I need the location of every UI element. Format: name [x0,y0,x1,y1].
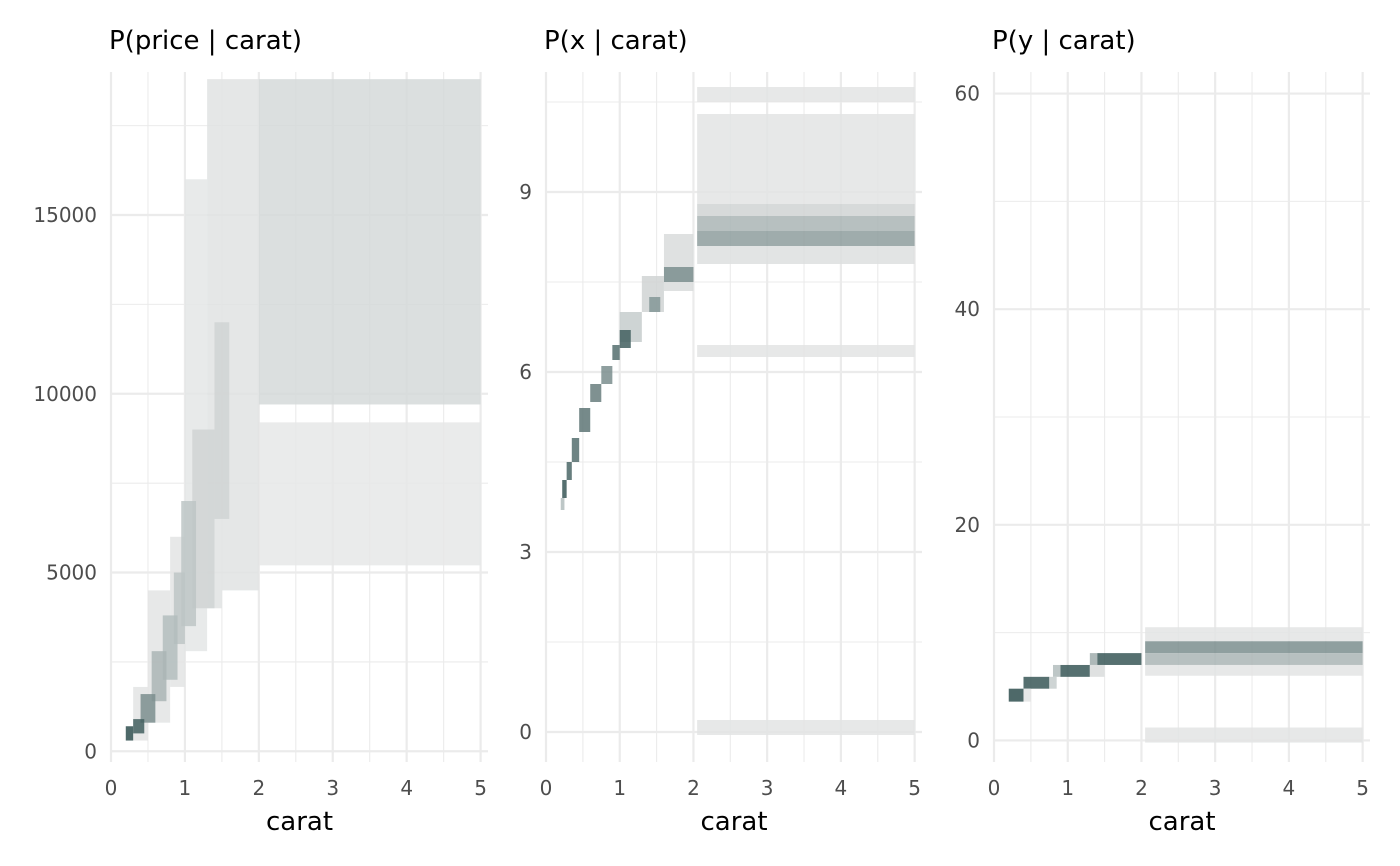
heatmap-cell [125,726,134,741]
x-tick-label: 5 [474,776,487,800]
heatmap-cell [566,462,572,480]
y-tick-label: 0 [84,739,97,763]
y-tick-label: 60 [955,82,980,106]
x-tick-label: 5 [908,776,921,800]
heatmap-cell [1060,664,1090,677]
panel-x: P(x | carat) 0 1 2 3 4 5 0 3 6 9 carat [519,26,922,837]
panel-price: P(price | carat) 0 1 2 3 4 5 0 5000 10000 15000 car… [33,26,488,837]
x-tick-label: 1 [179,776,192,800]
x-tick-label: 4 [1283,776,1296,800]
heatmap-cell [1089,653,1098,665]
y-tick-label: 6 [519,360,532,384]
heatmap-cell [697,246,915,264]
heatmap-cell [697,231,915,246]
y-tick-label: 0 [967,728,980,752]
x-tick-label: 2 [687,776,700,800]
heatmap-cell [258,422,481,566]
y-tick-label: 3 [519,540,532,564]
heatmap-cell [1097,653,1142,665]
heatmap-cell [1145,627,1363,642]
heatmap-cell [697,204,915,216]
x-tick-label: 2 [1135,776,1148,800]
heatmap-cell [579,408,591,432]
heatmap-cell [663,234,694,291]
heatmap-cell [192,429,215,609]
y-tick-label: 15000 [33,203,97,227]
x-tick-label: 3 [1209,776,1222,800]
heatmap-cell [140,694,156,723]
y-tick-label: 10000 [33,382,97,406]
heatmap-cell [151,651,167,702]
x-tick-label: 3 [326,776,339,800]
y-tick-label: 20 [955,513,980,537]
x-tick-label: 0 [988,776,1001,800]
y-tick-label: 5000 [46,561,97,585]
y-tick-label: 9 [519,180,532,204]
heatmap-cell [1049,676,1057,689]
x-axis-title: carat [1148,807,1215,837]
heatmap-cell [258,79,481,405]
x-tick-label: 4 [835,776,848,800]
heatmap-cell [173,572,185,645]
heatmap-cell [619,330,631,348]
panel-y: P(y | carat) 0 1 2 3 4 5 0 20 40 60 carat [955,26,1370,837]
heatmap-cell [697,345,915,357]
heatmap-cell [133,719,145,734]
y-tick-label: 0 [519,720,532,744]
heatmap-cell [1145,664,1363,676]
heatmap-cell [1052,664,1061,677]
heatmap-cell [649,297,661,312]
heatmap-cell [612,345,620,360]
heatmap-cell [663,267,694,282]
panel-title-price: P(price | carat) [109,26,302,56]
y-tick-label: 40 [955,297,980,321]
x-tick-label: 0 [105,776,118,800]
heatmap-cell [697,216,915,231]
heatmap-cell [214,322,230,519]
heatmap-cell [1023,688,1031,702]
heatmap-cell [1145,653,1363,665]
heatmap-cell [1145,727,1363,743]
heatmap-cell [697,87,915,102]
heatmap-cell [562,480,567,498]
heatmap-cell [1008,688,1024,702]
x-tick-label: 1 [1061,776,1074,800]
panel-title-y: P(y | carat) [992,26,1136,56]
x-tick-label: 5 [1356,776,1369,800]
heatmap-cell [1089,664,1105,677]
x-tick-label: 2 [252,776,265,800]
heatmap-cell [601,366,613,384]
heatmap-cell [590,384,602,402]
panel-title-x: P(x | carat) [544,26,688,56]
heatmap-cell [1145,641,1363,654]
heatmap-cell [1023,676,1050,689]
x-tick-label: 0 [540,776,553,800]
heatmap-cell [571,438,580,462]
heatmap-cell [560,498,565,510]
x-tick-label: 4 [400,776,413,800]
x-axis-title: carat [266,807,333,837]
x-axis-title: carat [700,807,767,837]
heatmap-cell [697,114,915,204]
heatmap-cell [697,720,915,735]
x-tick-label: 1 [613,776,626,800]
x-tick-label: 3 [761,776,774,800]
